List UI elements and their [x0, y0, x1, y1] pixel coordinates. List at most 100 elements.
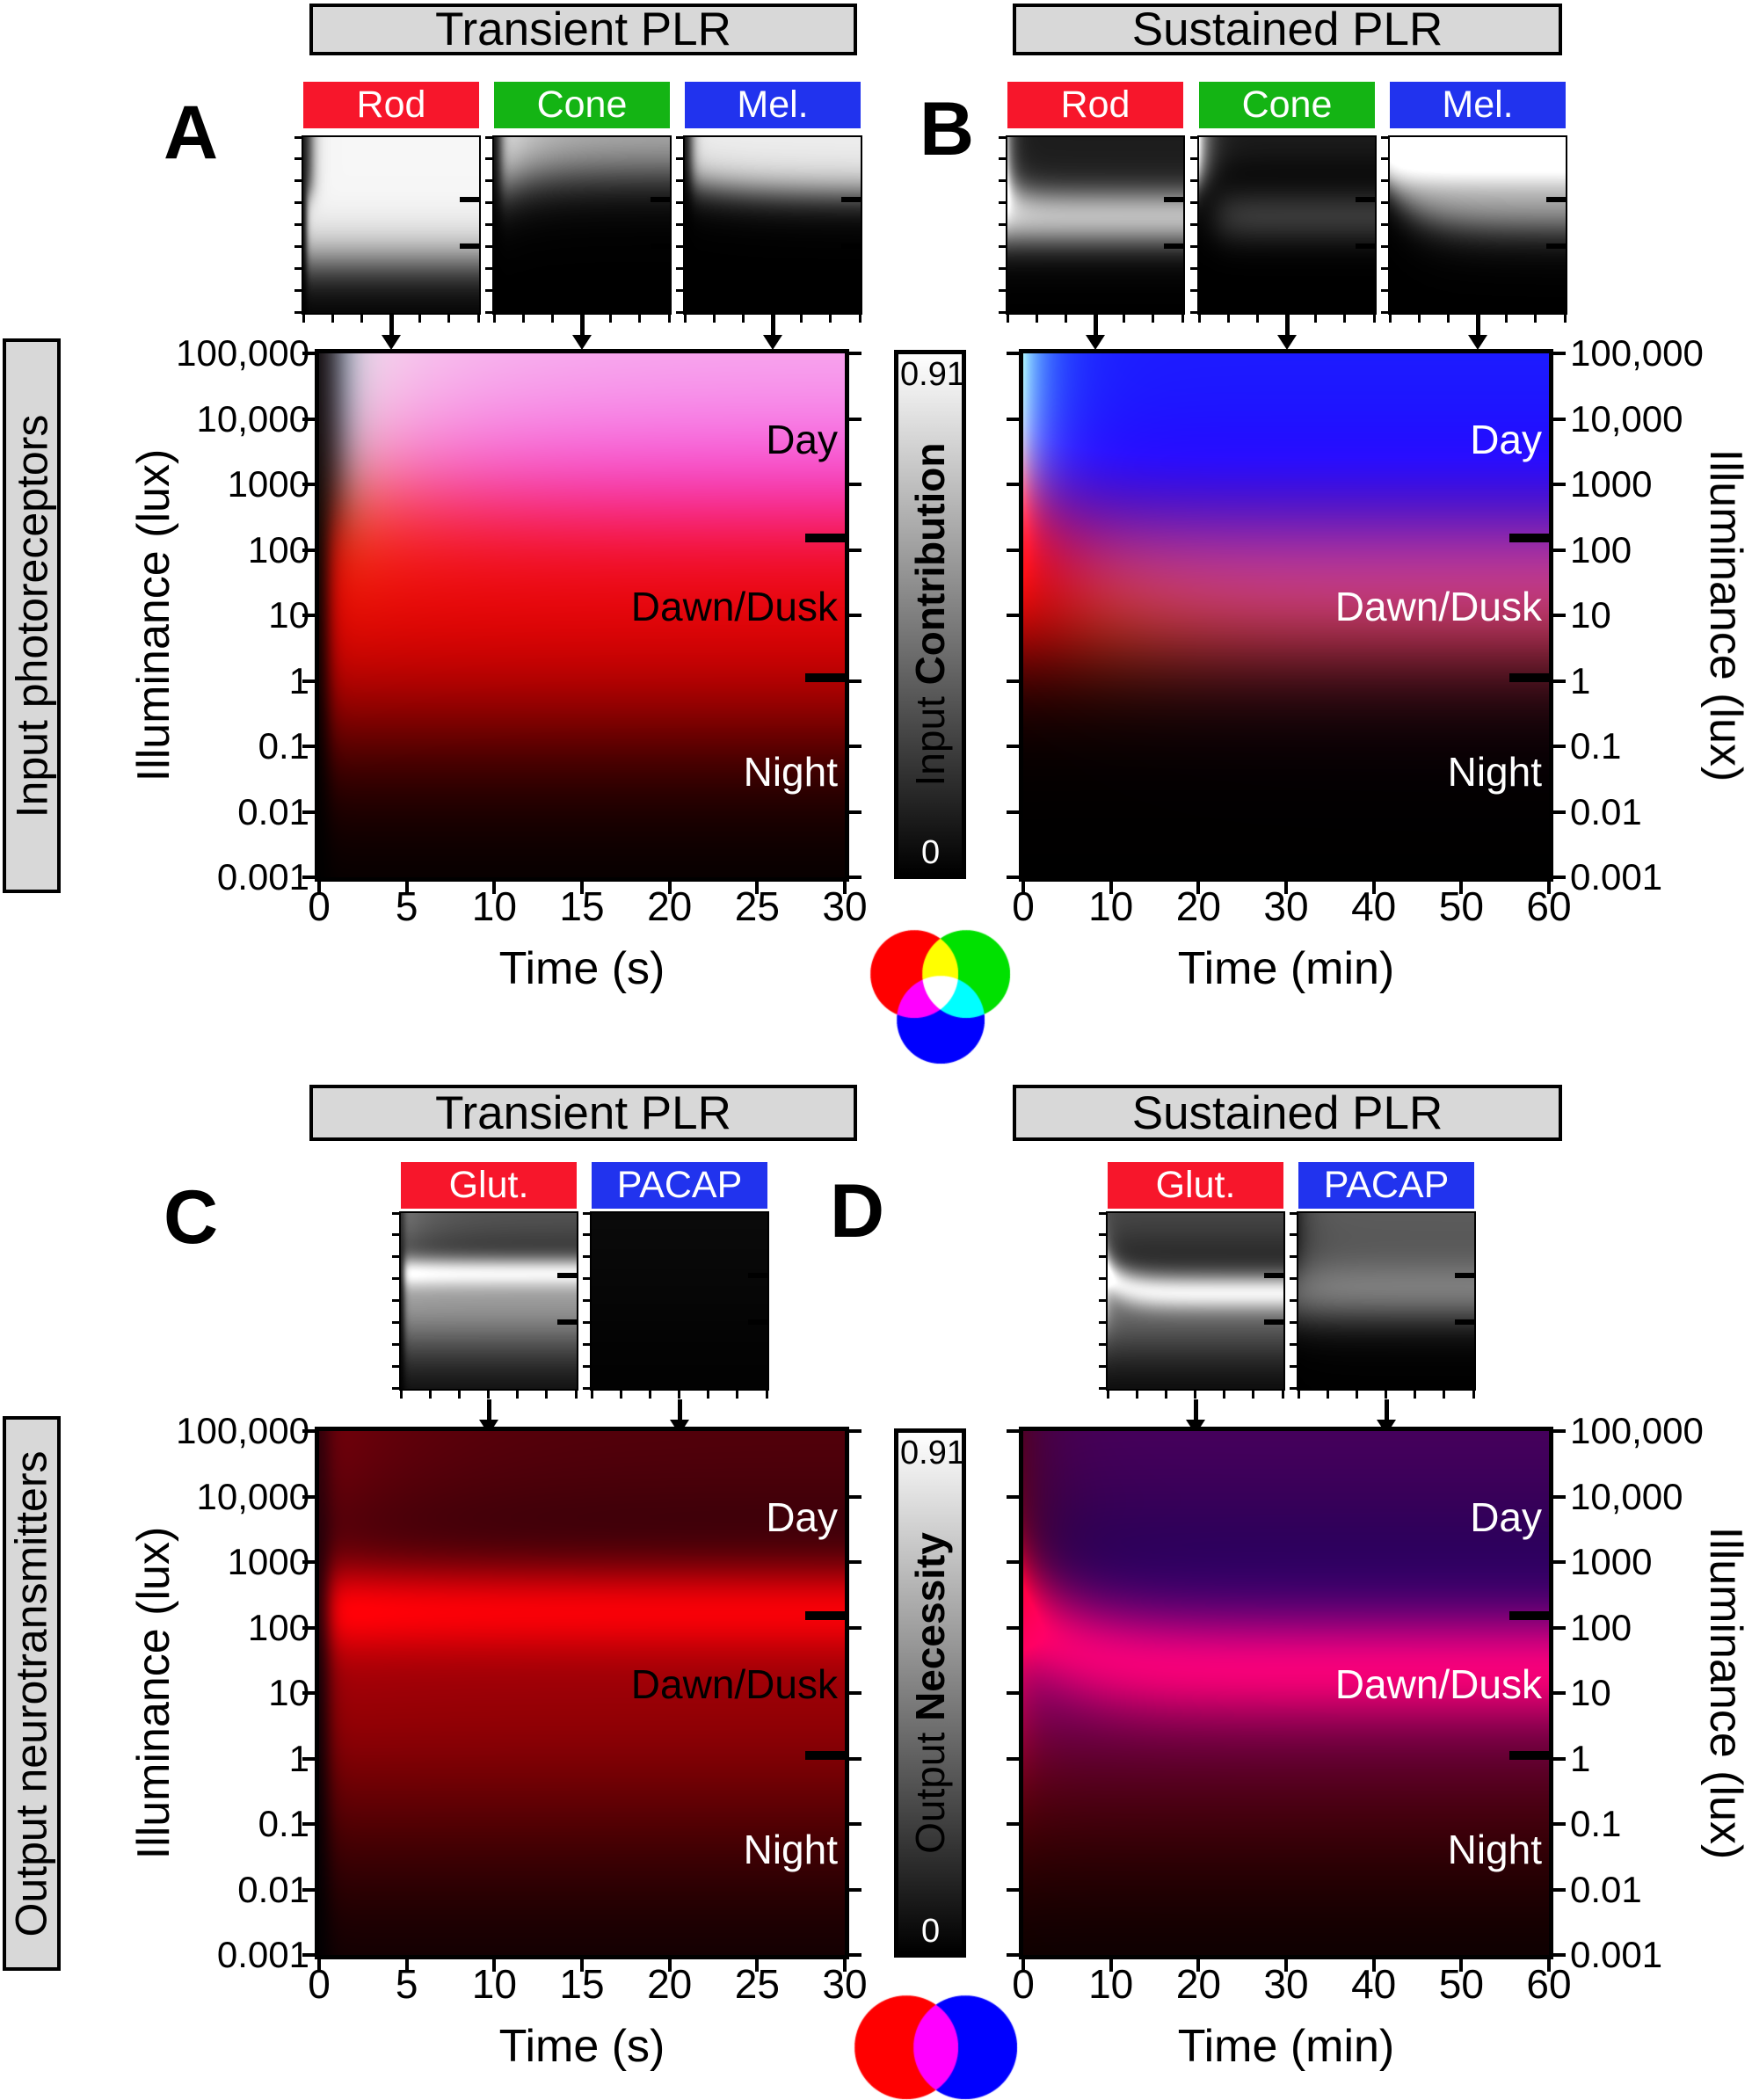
- y-tick-label: 100: [247, 528, 309, 570]
- colorbar-max-output: 0.91: [900, 1435, 965, 1471]
- small-map-ytick: [392, 1342, 401, 1346]
- small-map-ytick: [392, 1233, 401, 1237]
- small-map-boundary-mark: [748, 1319, 769, 1325]
- panel-letter-A: A: [164, 91, 219, 175]
- x-tick-label: 0: [308, 1961, 331, 2007]
- small-map-ytick: [392, 1255, 401, 1259]
- main-plot-ytick-right: [849, 548, 861, 552]
- main-plot-ytick-right: [1553, 548, 1566, 552]
- small-map-xtick: [741, 315, 745, 323]
- x-tick-label: 20: [647, 1961, 693, 2007]
- colorbar-label-input: Input Contribution: [906, 442, 954, 786]
- main-plot-ytick-left: [1007, 614, 1019, 617]
- x-tick-label: 60: [1526, 883, 1572, 929]
- small-map-ytick: [999, 223, 1007, 226]
- main-plot-ytick-left: [1007, 1560, 1019, 1564]
- arrow-stem: [1093, 315, 1098, 336]
- arrow-head: [1277, 335, 1297, 350]
- main-plot-ytick-right: [1553, 417, 1566, 421]
- main-plot-ytick-left: [302, 1429, 315, 1433]
- main-plot-heatmap-D: [1023, 1431, 1549, 1955]
- main-plot-ytick-left: [1007, 1494, 1019, 1499]
- arrow-stem: [486, 1399, 491, 1421]
- arrow-stem: [770, 315, 775, 336]
- main-plot-heatmap-A: [319, 353, 845, 877]
- small-map-xtick: [707, 1391, 710, 1399]
- main-plot-ytick-left: [1007, 1756, 1019, 1761]
- small-map-boundary-mark: [1264, 1272, 1285, 1278]
- small-map-xtick: [1414, 1391, 1417, 1399]
- main-plot-ytick-left: [302, 745, 315, 748]
- small-map-ytick: [1290, 1277, 1298, 1281]
- header-sustained-top: Sustained PLR: [1013, 4, 1562, 55]
- y-tick-label: 100,000: [176, 1410, 309, 1451]
- x-tick-label: 10: [471, 1961, 517, 2007]
- small-map-ytick: [583, 1364, 592, 1368]
- small-map-xtick: [1197, 315, 1201, 323]
- main-plot-boundary-mark: [1509, 673, 1553, 683]
- main-plot-ytick-left: [1007, 417, 1019, 421]
- small-map-boundary-mark: [460, 243, 481, 249]
- colorbar-label-bold: Contribution: [907, 442, 953, 686]
- main-plot-ytick-right: [1553, 1625, 1566, 1630]
- main-plot-xtick: [404, 1959, 409, 1972]
- main-plot-xtick: [1109, 1959, 1113, 1972]
- zone-label-dawn_dusk-B: Dawn/Dusk: [1334, 583, 1542, 629]
- small-map-boundary-mark: [1546, 243, 1567, 249]
- x-tick-label: 15: [559, 883, 605, 929]
- small-map-heatmap-B-Rod: [1007, 137, 1183, 313]
- small-map-ytick: [1190, 201, 1199, 205]
- header-sustained-bottom: Sustained PLR: [1013, 1085, 1562, 1141]
- y-tick-label: 0.01: [237, 1868, 309, 1910]
- small-map-ytick: [1290, 1211, 1298, 1215]
- main-plot-xtick: [1459, 882, 1464, 894]
- zone-label-night-A: Night: [743, 749, 838, 796]
- main-plot-ytick-left: [1007, 1429, 1019, 1433]
- small-map-ytick: [485, 223, 494, 226]
- header-transient-top-label: Transient PLR: [435, 4, 731, 55]
- main-plot-ytick-right: [849, 810, 861, 814]
- small-map-xtick: [736, 1391, 739, 1399]
- x-tick-label: 10: [1088, 883, 1134, 929]
- small-map-ytick: [583, 1211, 592, 1215]
- small-map-boundary-mark: [1356, 243, 1377, 249]
- small-map-xtick: [521, 315, 525, 323]
- small-map-xtick: [545, 1391, 549, 1399]
- x-tick-label: 25: [734, 883, 780, 929]
- main-plot-xtick: [317, 882, 321, 894]
- small-map-boundary-mark: [1356, 196, 1377, 202]
- small-map-ytick: [1290, 1299, 1298, 1302]
- header-transient-top: Transient PLR: [309, 4, 857, 55]
- small-map-xtick: [1446, 315, 1450, 323]
- x-axis-title-D: Time (min): [1177, 2021, 1395, 2072]
- y-tick-label: 0.001: [1570, 1934, 1663, 1975]
- row-label-input-text: Input photoreceptors: [7, 414, 56, 817]
- small-map-boundary-mark: [1164, 243, 1185, 249]
- arrow-stem: [1284, 315, 1290, 336]
- small-map-ytick: [485, 266, 494, 270]
- main-plot-xtick: [1547, 1959, 1551, 1972]
- main-plot-ytick-right: [1553, 1822, 1566, 1826]
- small-map-xtick: [1035, 315, 1038, 323]
- x-axis-title-C: Time (s): [498, 2021, 665, 2072]
- main-plot-ytick-right: [849, 352, 861, 355]
- small-map-ytick: [294, 223, 303, 226]
- small-map-xtick: [1123, 315, 1126, 323]
- small-map-xtick: [1534, 315, 1538, 323]
- small-map-xtick: [1226, 315, 1230, 323]
- small-map-xtick: [1443, 1391, 1446, 1399]
- y-tick-label: 1: [288, 1737, 309, 1779]
- small-map-heatmap-C-PACAP: [592, 1213, 767, 1389]
- colorbar-label-regular: Input: [907, 685, 953, 787]
- y-tick-label: 0.001: [1570, 856, 1663, 897]
- small-map-xtick: [1314, 315, 1318, 323]
- arrow-head: [763, 335, 782, 350]
- main-plot-frame-D: [1019, 1427, 1553, 1959]
- small-map-ytick: [485, 157, 494, 161]
- y-tick-label: 0.1: [258, 725, 309, 767]
- y-tick-label: 100: [1570, 1606, 1632, 1648]
- x-tick-label: 60: [1526, 1961, 1572, 2007]
- small-map-ytick: [485, 310, 494, 314]
- small-map-ytick: [1190, 179, 1199, 183]
